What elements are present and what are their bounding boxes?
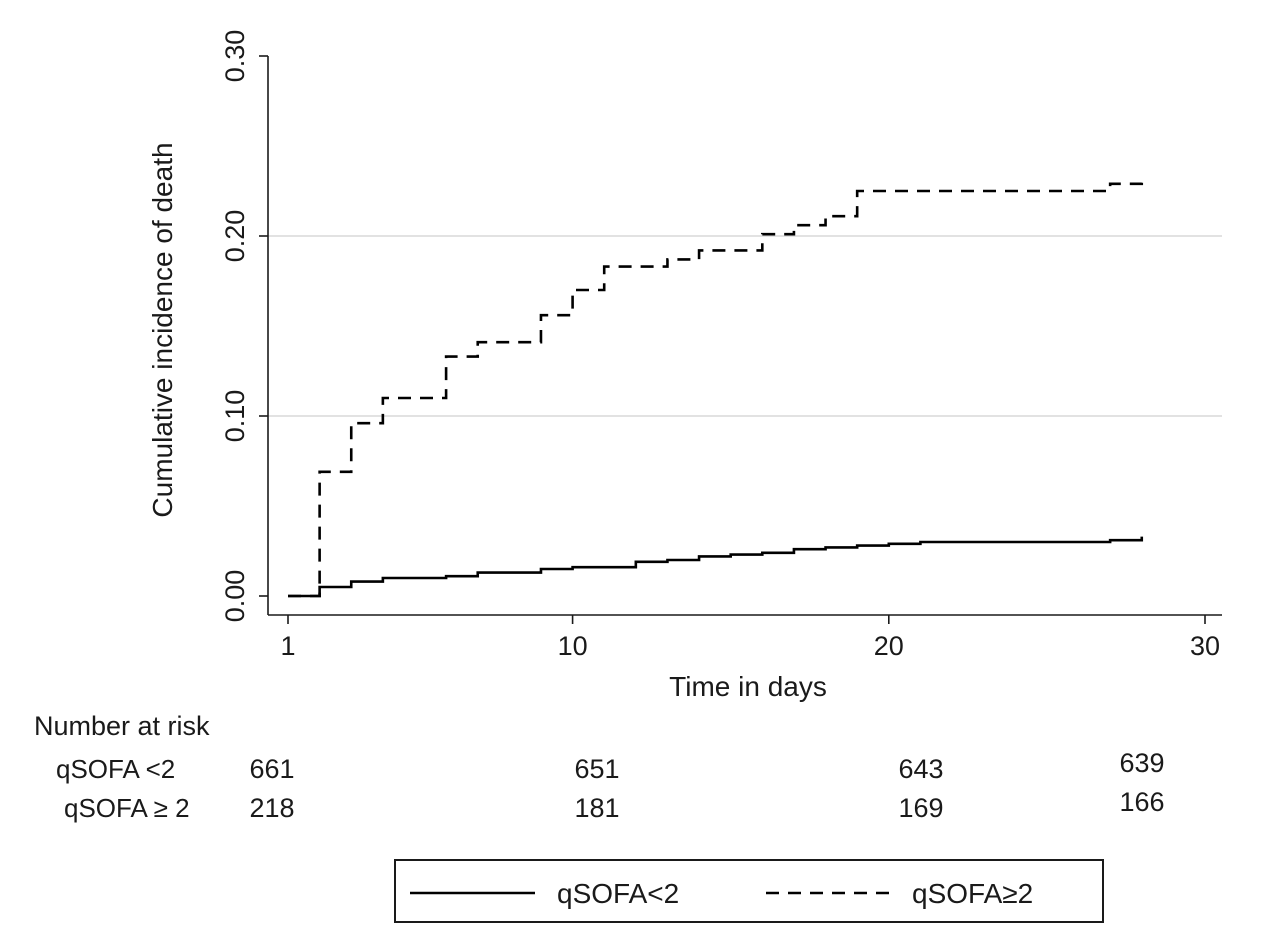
y-tick-label: 0.30: [220, 30, 250, 83]
legend: qSOFA<2 qSOFA≥2: [394, 859, 1104, 923]
risk-value: 643: [898, 754, 943, 784]
x-tick-label: 20: [874, 631, 904, 661]
x-tick-label: 1: [280, 631, 295, 661]
risk-table-title: Number at risk: [34, 711, 210, 741]
series-line-qsofa-lt2: [288, 536, 1144, 598]
risk-table: qSOFA <2 661 651 643 639 qSOFA ≥ 2 218 181 169 16…: [56, 748, 1165, 823]
risk-value: 639: [1119, 748, 1164, 778]
grid-layer: [268, 235, 1222, 417]
ticks-layer: 0.00 0.10 0.20 0.30 1 10 20 30: [220, 30, 1220, 661]
x-tick-label: 10: [558, 631, 588, 661]
legend-label-qsofa-ge2: qSOFA≥2: [912, 878, 1033, 909]
risk-value: 661: [249, 754, 294, 784]
x-tick-label: 30: [1190, 631, 1220, 661]
risk-value: 181: [574, 793, 619, 823]
risk-row-label: qSOFA <2: [56, 754, 175, 784]
legend-box: [394, 859, 1104, 923]
legend-label-qsofa-lt2: qSOFA<2: [557, 878, 679, 909]
risk-value: 169: [898, 793, 943, 823]
y-tick-label: 0.00: [220, 570, 250, 623]
risk-value: 651: [574, 754, 619, 784]
y-tick-label: 0.10: [220, 390, 250, 443]
axes-layer: [267, 56, 1222, 616]
x-axis-title: Time in days: [669, 671, 827, 702]
y-axis-title: Cumulative incidence of death: [147, 142, 178, 517]
y-tick-label: 0.20: [220, 210, 250, 263]
risk-value: 166: [1119, 787, 1164, 817]
series-layer: [288, 178, 1144, 598]
risk-value: 218: [249, 793, 294, 823]
risk-row-label: qSOFA ≥ 2: [64, 793, 190, 823]
series-line-qsofa-ge2: [288, 178, 1144, 598]
